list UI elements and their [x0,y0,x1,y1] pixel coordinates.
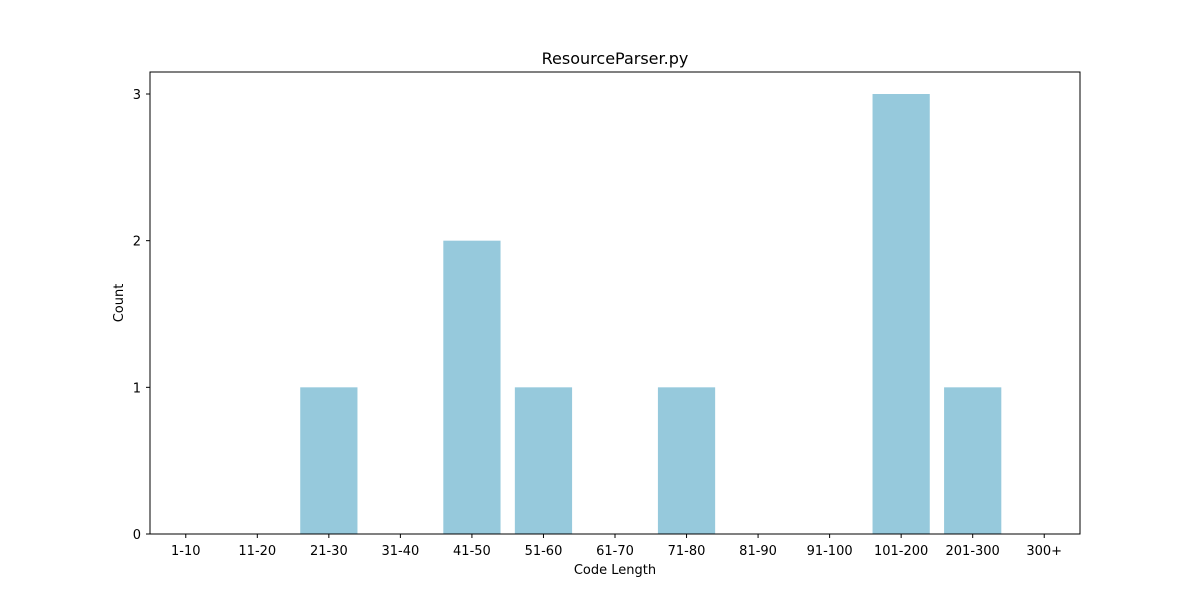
bar-101-200 [872,94,930,534]
x-axis-label: Code Length [574,563,656,578]
y-tick-label: 0 [133,528,141,543]
chart-title: ResourceParser.py [542,49,689,68]
bars-group [300,94,1002,535]
x-tick-label: 11-20 [238,544,276,559]
x-tick-label: 71-80 [668,544,706,559]
x-tick-label: 61-70 [596,544,634,559]
bar-41-50 [443,240,501,535]
bar-51-60 [514,387,573,534]
x-tick-label: 1-10 [171,544,201,559]
y-axis-label: Count [112,284,127,323]
x-tick-label: 21-30 [310,544,348,559]
y-tick-label: 2 [133,235,141,250]
x-tick-label: 41-50 [453,544,491,559]
x-axis-ticks: 1-10 11-20 21-30 31-40 41-50 51-60 61-70 71-80 8… [171,534,1062,559]
bar-201-300 [944,387,1002,534]
x-tick-label: 51-60 [525,544,563,559]
y-tick-label: 3 [133,88,141,103]
x-tick-label: 31-40 [381,544,419,559]
plot-frame [149,71,1081,535]
x-tick-label: 101-200 [874,544,928,559]
x-tick-label: 81-90 [739,544,777,559]
bar-21-30 [300,387,358,534]
x-tick-label: 300+ [1026,544,1062,559]
x-tick-label: 91-100 [807,544,853,559]
y-axis-ticks: 0 1 2 3 [133,88,150,543]
x-tick-label: 201-300 [946,544,1000,559]
y-tick-label: 1 [133,381,141,396]
bar-71-80 [657,387,716,534]
